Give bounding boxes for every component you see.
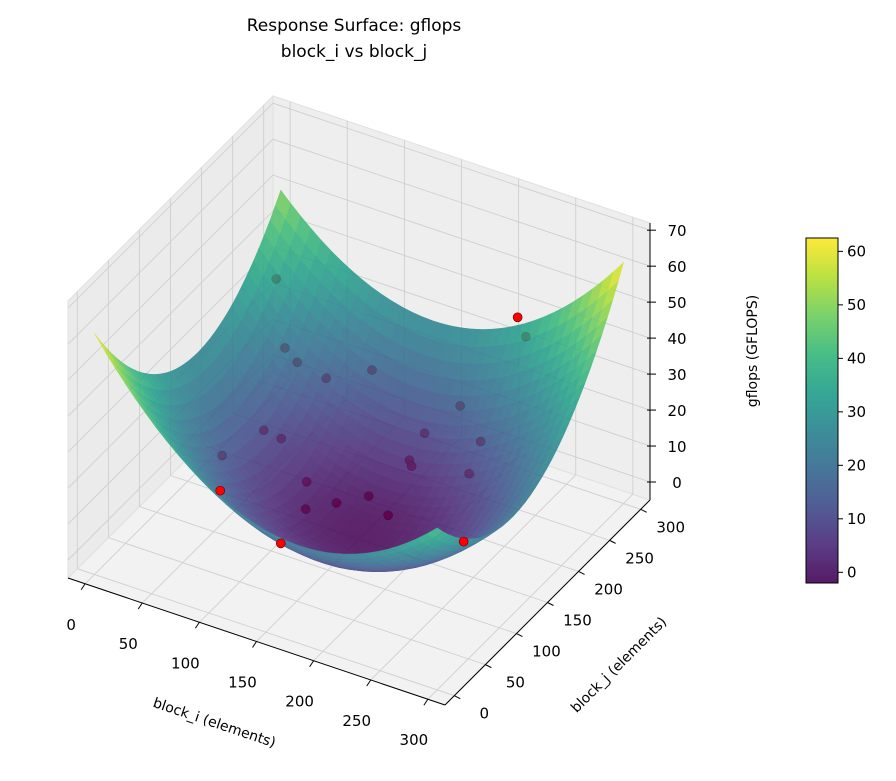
gridline bbox=[67, 102, 651, 309]
y-tick bbox=[578, 570, 585, 575]
x-tick bbox=[137, 602, 143, 610]
surface-patch bbox=[426, 527, 444, 538]
y-tick-label: 300 bbox=[656, 518, 685, 536]
z-tick-label: 70 bbox=[667, 222, 686, 240]
x-tick bbox=[423, 698, 429, 706]
z-tick-label: 40 bbox=[667, 330, 686, 348]
x-tick bbox=[366, 679, 372, 687]
data-point bbox=[458, 536, 469, 547]
z-tick-label: 30 bbox=[667, 366, 686, 384]
y-tick-label: 250 bbox=[625, 549, 654, 567]
colorbar-tick-label: 10 bbox=[847, 510, 866, 528]
z-tick-label: 20 bbox=[667, 402, 686, 420]
colorbar-tick-label: 30 bbox=[847, 403, 866, 421]
colorbar-tick-label: 0 bbox=[847, 563, 857, 581]
chart-title: Response Surface: gflops bbox=[247, 16, 462, 36]
z-tick-label: 60 bbox=[667, 258, 686, 276]
x-tick-label: 50 bbox=[119, 635, 138, 653]
gridline bbox=[139, 506, 517, 634]
y-tick bbox=[485, 664, 492, 669]
x-axis-label: block_i (elements) bbox=[151, 695, 278, 751]
x-tick bbox=[194, 621, 200, 629]
z-tick-label: 10 bbox=[667, 438, 686, 456]
z-tick-label: 0 bbox=[672, 474, 682, 492]
colorbar-tick-label: 20 bbox=[847, 456, 866, 474]
z-axis-label: gflops (GFLOPS) bbox=[745, 295, 761, 407]
y-tick bbox=[609, 539, 616, 544]
gridline bbox=[67, 138, 651, 345]
visible-points bbox=[215, 312, 523, 549]
y-tick-label: 50 bbox=[506, 674, 525, 692]
axes: 0501001502002503000501001502002503000102… bbox=[66, 222, 686, 749]
colorbar-tick-label: 40 bbox=[847, 349, 866, 367]
x-tick bbox=[80, 583, 86, 591]
z-tick-label: 50 bbox=[667, 294, 686, 312]
y-tick bbox=[547, 602, 554, 606]
gridline bbox=[67, 210, 651, 417]
x-tick bbox=[252, 641, 257, 648]
y-tick-label: 200 bbox=[594, 580, 623, 598]
colorbar-tick-label: 50 bbox=[847, 296, 866, 314]
x-tick-label: 150 bbox=[228, 674, 257, 692]
data-point bbox=[275, 538, 286, 549]
x-tick-label: 250 bbox=[342, 712, 371, 730]
x-tick-label: 100 bbox=[171, 654, 200, 672]
surface bbox=[94, 189, 625, 573]
y-tick bbox=[454, 695, 461, 700]
gridline bbox=[77, 568, 455, 697]
chart-subtitle: block_i vs block_j bbox=[281, 42, 427, 62]
x-tick-label: 300 bbox=[400, 731, 429, 749]
y-tick bbox=[516, 633, 523, 638]
y-tick-label: 150 bbox=[563, 612, 592, 630]
y-tick bbox=[640, 508, 647, 513]
y-tick-label: 0 bbox=[480, 705, 490, 723]
colorbar-tick-label: 60 bbox=[847, 242, 866, 260]
x-tick bbox=[309, 660, 315, 668]
data-point bbox=[215, 485, 226, 496]
colorbar: 0 10 20 30 40 50 60 bbox=[805, 237, 866, 584]
gridline bbox=[67, 174, 651, 381]
x-tick-label: 0 bbox=[66, 616, 76, 634]
colorbar-scale bbox=[805, 237, 839, 584]
x-tick-label: 200 bbox=[285, 693, 314, 711]
y-tick-label: 100 bbox=[532, 643, 561, 661]
gridline bbox=[108, 537, 486, 666]
data-point bbox=[512, 312, 523, 323]
